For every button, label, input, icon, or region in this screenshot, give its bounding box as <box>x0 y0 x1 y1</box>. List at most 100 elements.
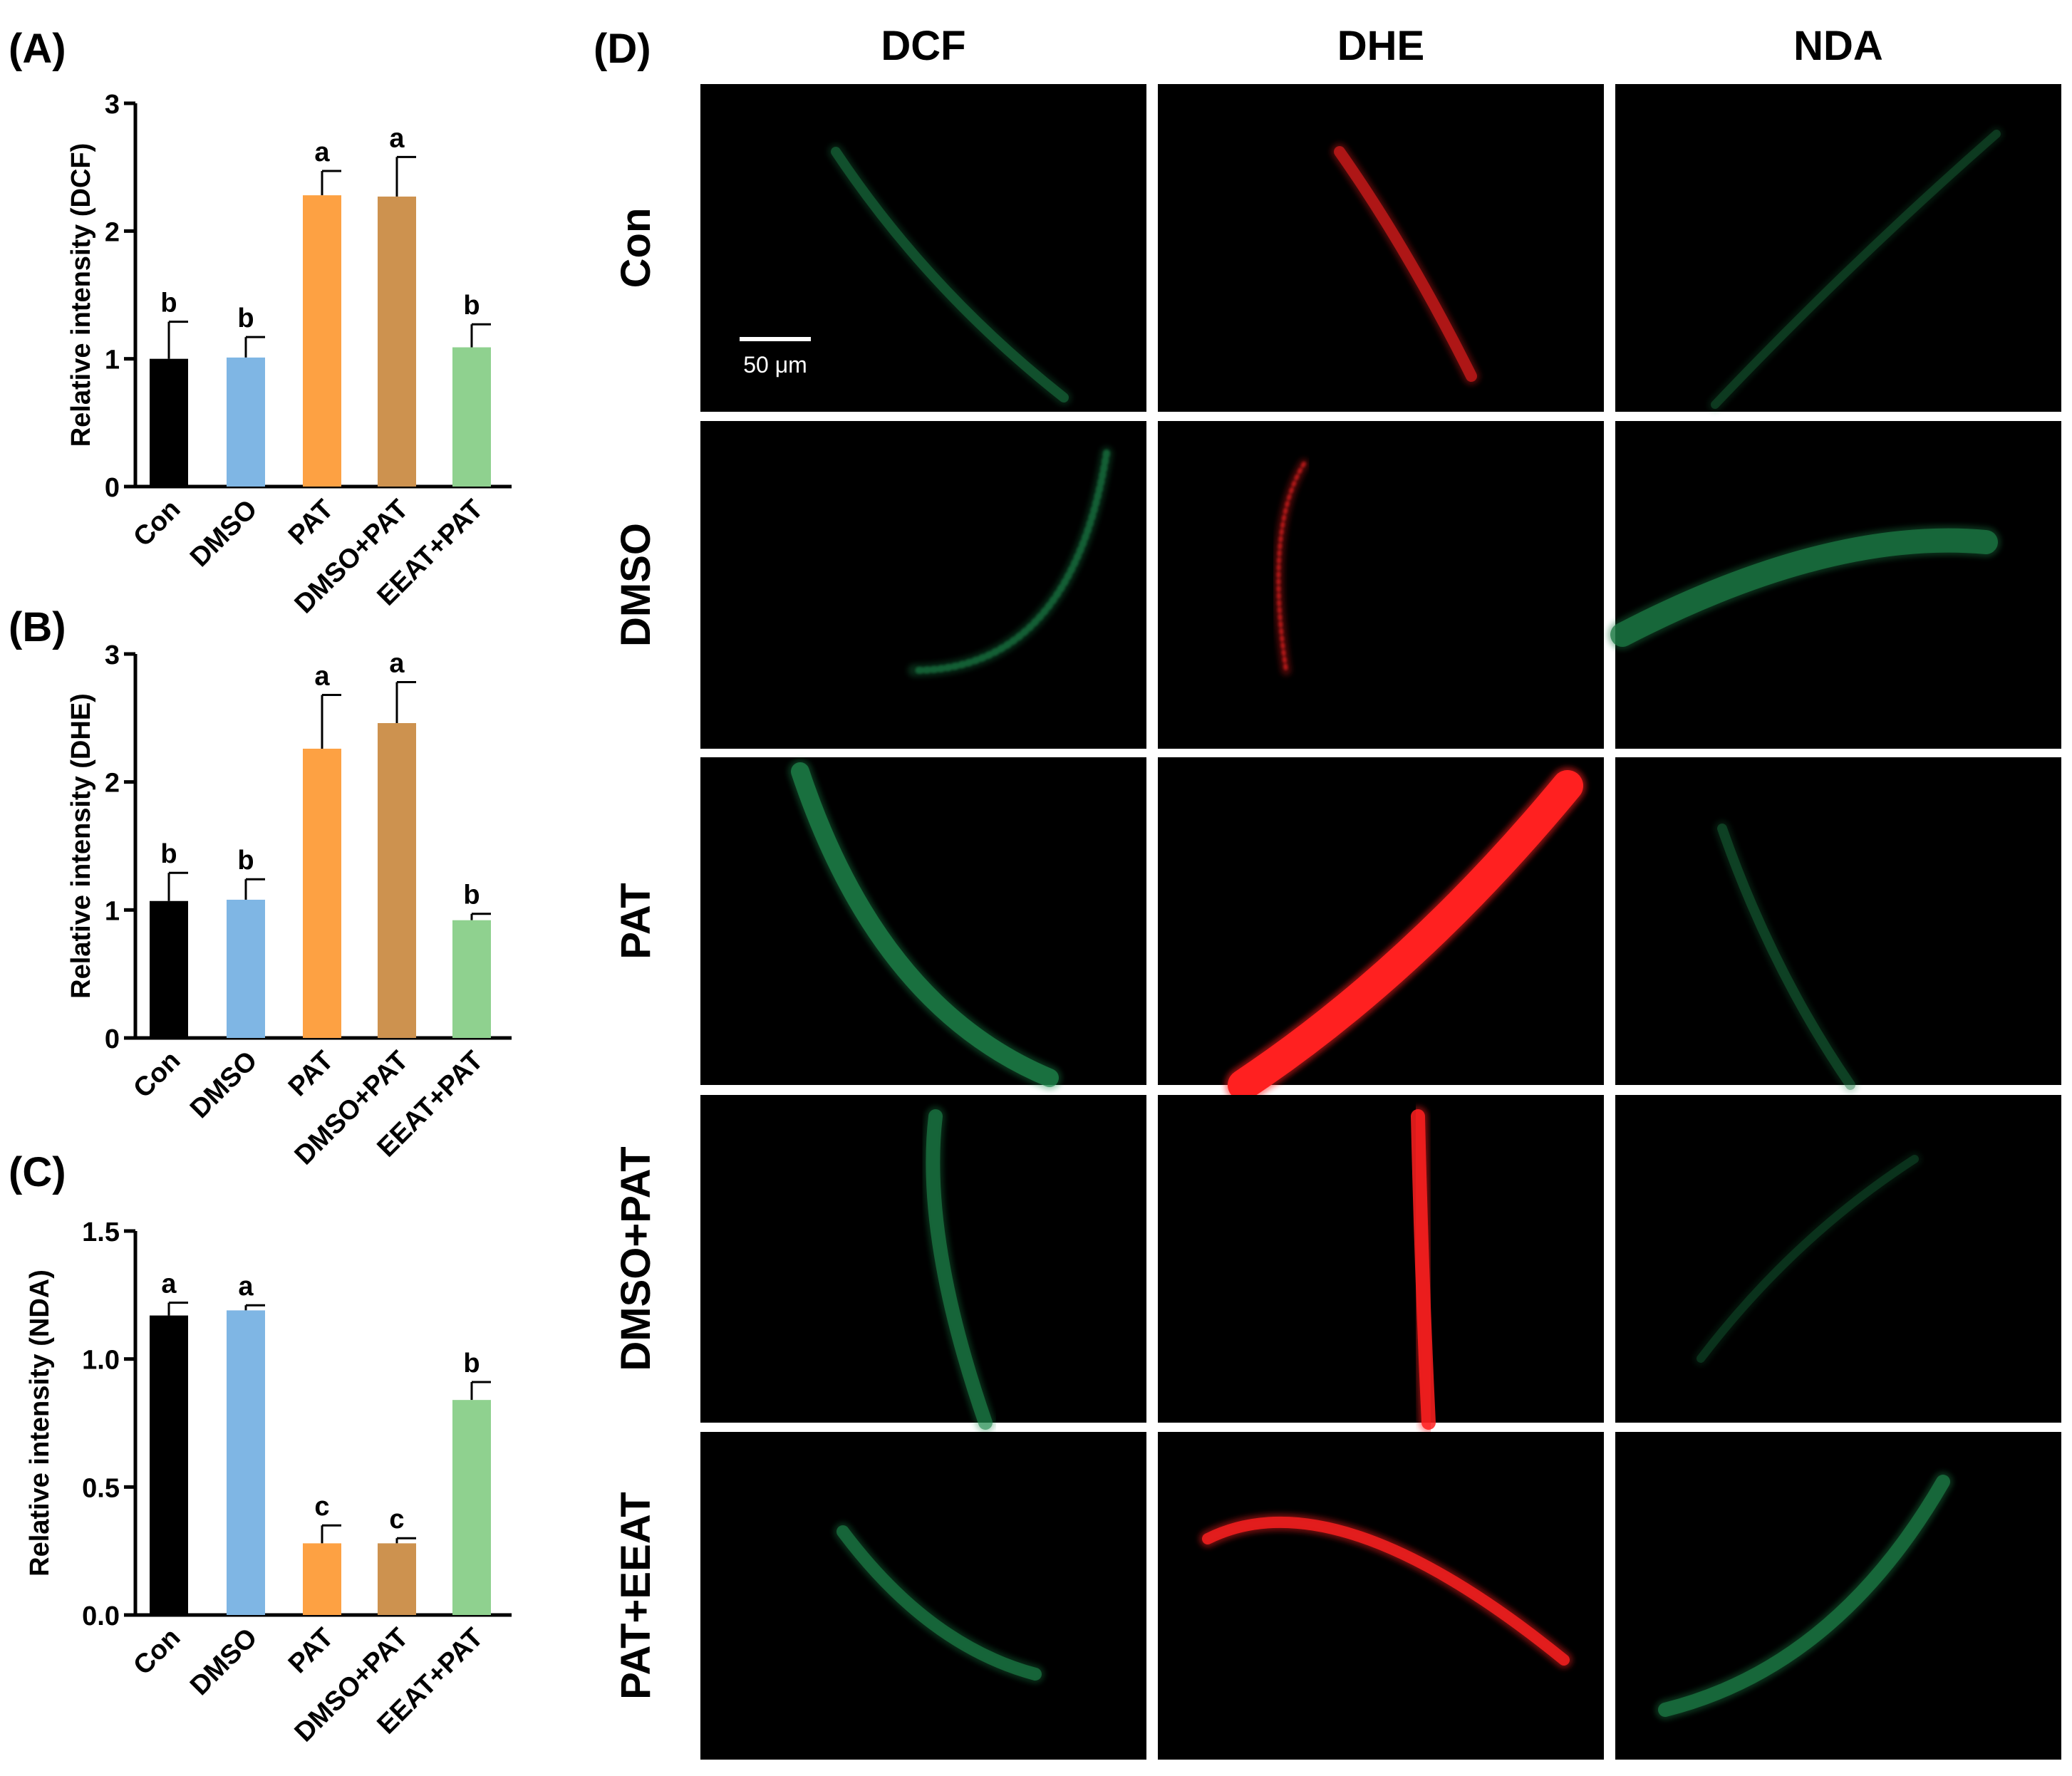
worm-body <box>1610 528 1998 647</box>
scale-bar: 50 μm <box>740 337 811 378</box>
x-tick-label: PAT <box>283 494 339 551</box>
y-tick-label: 3 <box>105 90 120 120</box>
x-tick-label: PAT <box>283 1046 339 1102</box>
y-tick-label: 0.0 <box>82 1601 120 1631</box>
row-label-con: Con <box>613 208 659 289</box>
micrograph-background <box>1615 1095 2061 1423</box>
worm-glow <box>1708 127 2004 412</box>
worm-glow <box>828 144 1072 405</box>
significance-letter: a <box>238 1272 254 1302</box>
row-label-dmso: DMSO <box>613 523 659 647</box>
y-tick-label: 0 <box>105 473 120 503</box>
bar-dhe-dmso-pat <box>378 723 416 1038</box>
bar-dhe-con <box>150 900 188 1038</box>
significance-letter: b <box>237 303 254 333</box>
significance-letter: a <box>161 1269 177 1299</box>
y-tick-label: 2 <box>105 217 120 247</box>
worm-body <box>791 762 1059 1087</box>
bar-dcf-dmso <box>227 357 265 487</box>
y-tick-label: 1 <box>105 896 120 926</box>
bar-dcf-dmso-pat <box>378 196 416 487</box>
x-tick-label: DMSO <box>185 1623 263 1701</box>
significance-letter: a <box>389 123 405 153</box>
bar-nda-dmso <box>227 1310 265 1615</box>
worm-body <box>1334 146 1477 382</box>
micrograph-dmso-pat-nda <box>1615 1095 2061 1423</box>
y-axis-label: Relative intensity (DCF) <box>66 143 96 447</box>
micrograph-con-dcf <box>700 84 1146 412</box>
micrograph-con-nda <box>1615 84 2061 412</box>
y-axis-label: Relative intensity (NDA) <box>25 1269 55 1577</box>
worm-body <box>836 1525 1042 1681</box>
significance-letter: a <box>314 661 330 691</box>
bar-dhe-dmso <box>227 899 265 1038</box>
micrograph-background <box>1158 1432 1604 1760</box>
worm-body <box>1711 130 2001 409</box>
scale-bar-line <box>740 337 811 341</box>
bar-dcf-con <box>150 358 188 487</box>
column-header-dhe: DHE <box>1337 23 1424 69</box>
scale-bar-label: 50 μm <box>743 352 807 378</box>
y-axis-label: Relative intensity (DHE) <box>66 693 96 999</box>
micrograph-background <box>1615 757 2061 1085</box>
column-header-nda: NDA <box>1793 23 1883 69</box>
bar-dcf-pat <box>303 195 341 487</box>
x-tick-label: PAT <box>283 1623 339 1679</box>
y-tick-label: 1.0 <box>82 1346 120 1376</box>
panel-label-b: (B) <box>9 604 66 650</box>
worm-body <box>911 450 1110 674</box>
significance-letter: c <box>389 1505 404 1534</box>
significance-letter: b <box>463 881 480 910</box>
bar-dhe-eeat-pat <box>452 920 491 1038</box>
significance-letter: a <box>389 649 405 679</box>
worm-body <box>1697 1155 1919 1363</box>
x-tick-label: Con <box>128 1046 186 1104</box>
micrograph-pat-eeat-nda <box>1615 1432 2061 1760</box>
worm-body <box>926 1109 993 1430</box>
bar-dcf-eeat-pat <box>452 347 491 487</box>
panel-label-c: (C) <box>9 1149 66 1195</box>
micrograph-dmso-nda <box>1607 421 2061 749</box>
row-label-pat-eeat: PAT+EEAT <box>613 1492 659 1700</box>
micrograph-background <box>1158 421 1604 749</box>
bar-chart-dhe: 0 1 2 3 Relative intensity (DHE) b Con b DMSO a PA… <box>66 640 512 1170</box>
significance-letter: b <box>463 1349 480 1378</box>
x-tick-label: Con <box>128 494 186 553</box>
micrograph-pat-dcf <box>700 757 1146 1090</box>
micrograph-background <box>700 1432 1146 1760</box>
worm-body <box>1411 1109 1436 1430</box>
worm-body <box>831 147 1069 403</box>
worm-body <box>1717 824 1855 1090</box>
bar-chart-dcf: 0 1 2 3 Relative intensity (DCF) b Con b DMSO a PA… <box>66 90 512 619</box>
worm-glow <box>1714 821 1858 1093</box>
column-header-dcf: DCF <box>881 23 965 69</box>
micrograph-background <box>1158 84 1604 412</box>
significance-letter: b <box>237 846 254 876</box>
worm-body <box>1658 1475 1950 1717</box>
bar-nda-dmso-pat <box>378 1543 416 1615</box>
micrograph-grid: DCF DHE NDA Con DMSO PAT DMSO+PAT PAT+EEAT 50 μm <box>613 23 2061 1760</box>
significance-letter: c <box>314 1492 329 1522</box>
micrograph-background <box>700 757 1146 1085</box>
significance-letter: b <box>160 289 177 318</box>
micrograph-background <box>700 421 1146 749</box>
worm-body <box>1202 1516 1570 1666</box>
worm-glow <box>1694 1152 1922 1366</box>
significance-letter: b <box>160 839 177 869</box>
micrograph-background <box>1158 1095 1604 1423</box>
y-tick-label: 3 <box>105 640 120 670</box>
micrograph-pat-nda <box>1615 757 2061 1093</box>
micrograph-dmso-dhe <box>1158 421 1604 749</box>
micrograph-background <box>1615 421 2061 749</box>
micrograph-dmso-pat-dhe <box>1158 1095 1604 1433</box>
bar-chart-nda: 0.0 0.5 1.0 1.5 Relative intensity (NDA) a Con… <box>25 1217 512 1748</box>
y-tick-label: 1.5 <box>82 1217 120 1247</box>
y-tick-label: 1 <box>105 346 120 375</box>
micrograph-con-dhe <box>1158 84 1604 412</box>
bar-nda-eeat-pat <box>452 1400 491 1615</box>
micrograph-dmso-dcf <box>700 421 1146 749</box>
micrograph-pat-eeat-dcf <box>700 1432 1146 1760</box>
row-label-dmso-pat: DMSO+PAT <box>613 1146 659 1371</box>
micrograph-dmso-pat-dcf <box>700 1095 1146 1433</box>
